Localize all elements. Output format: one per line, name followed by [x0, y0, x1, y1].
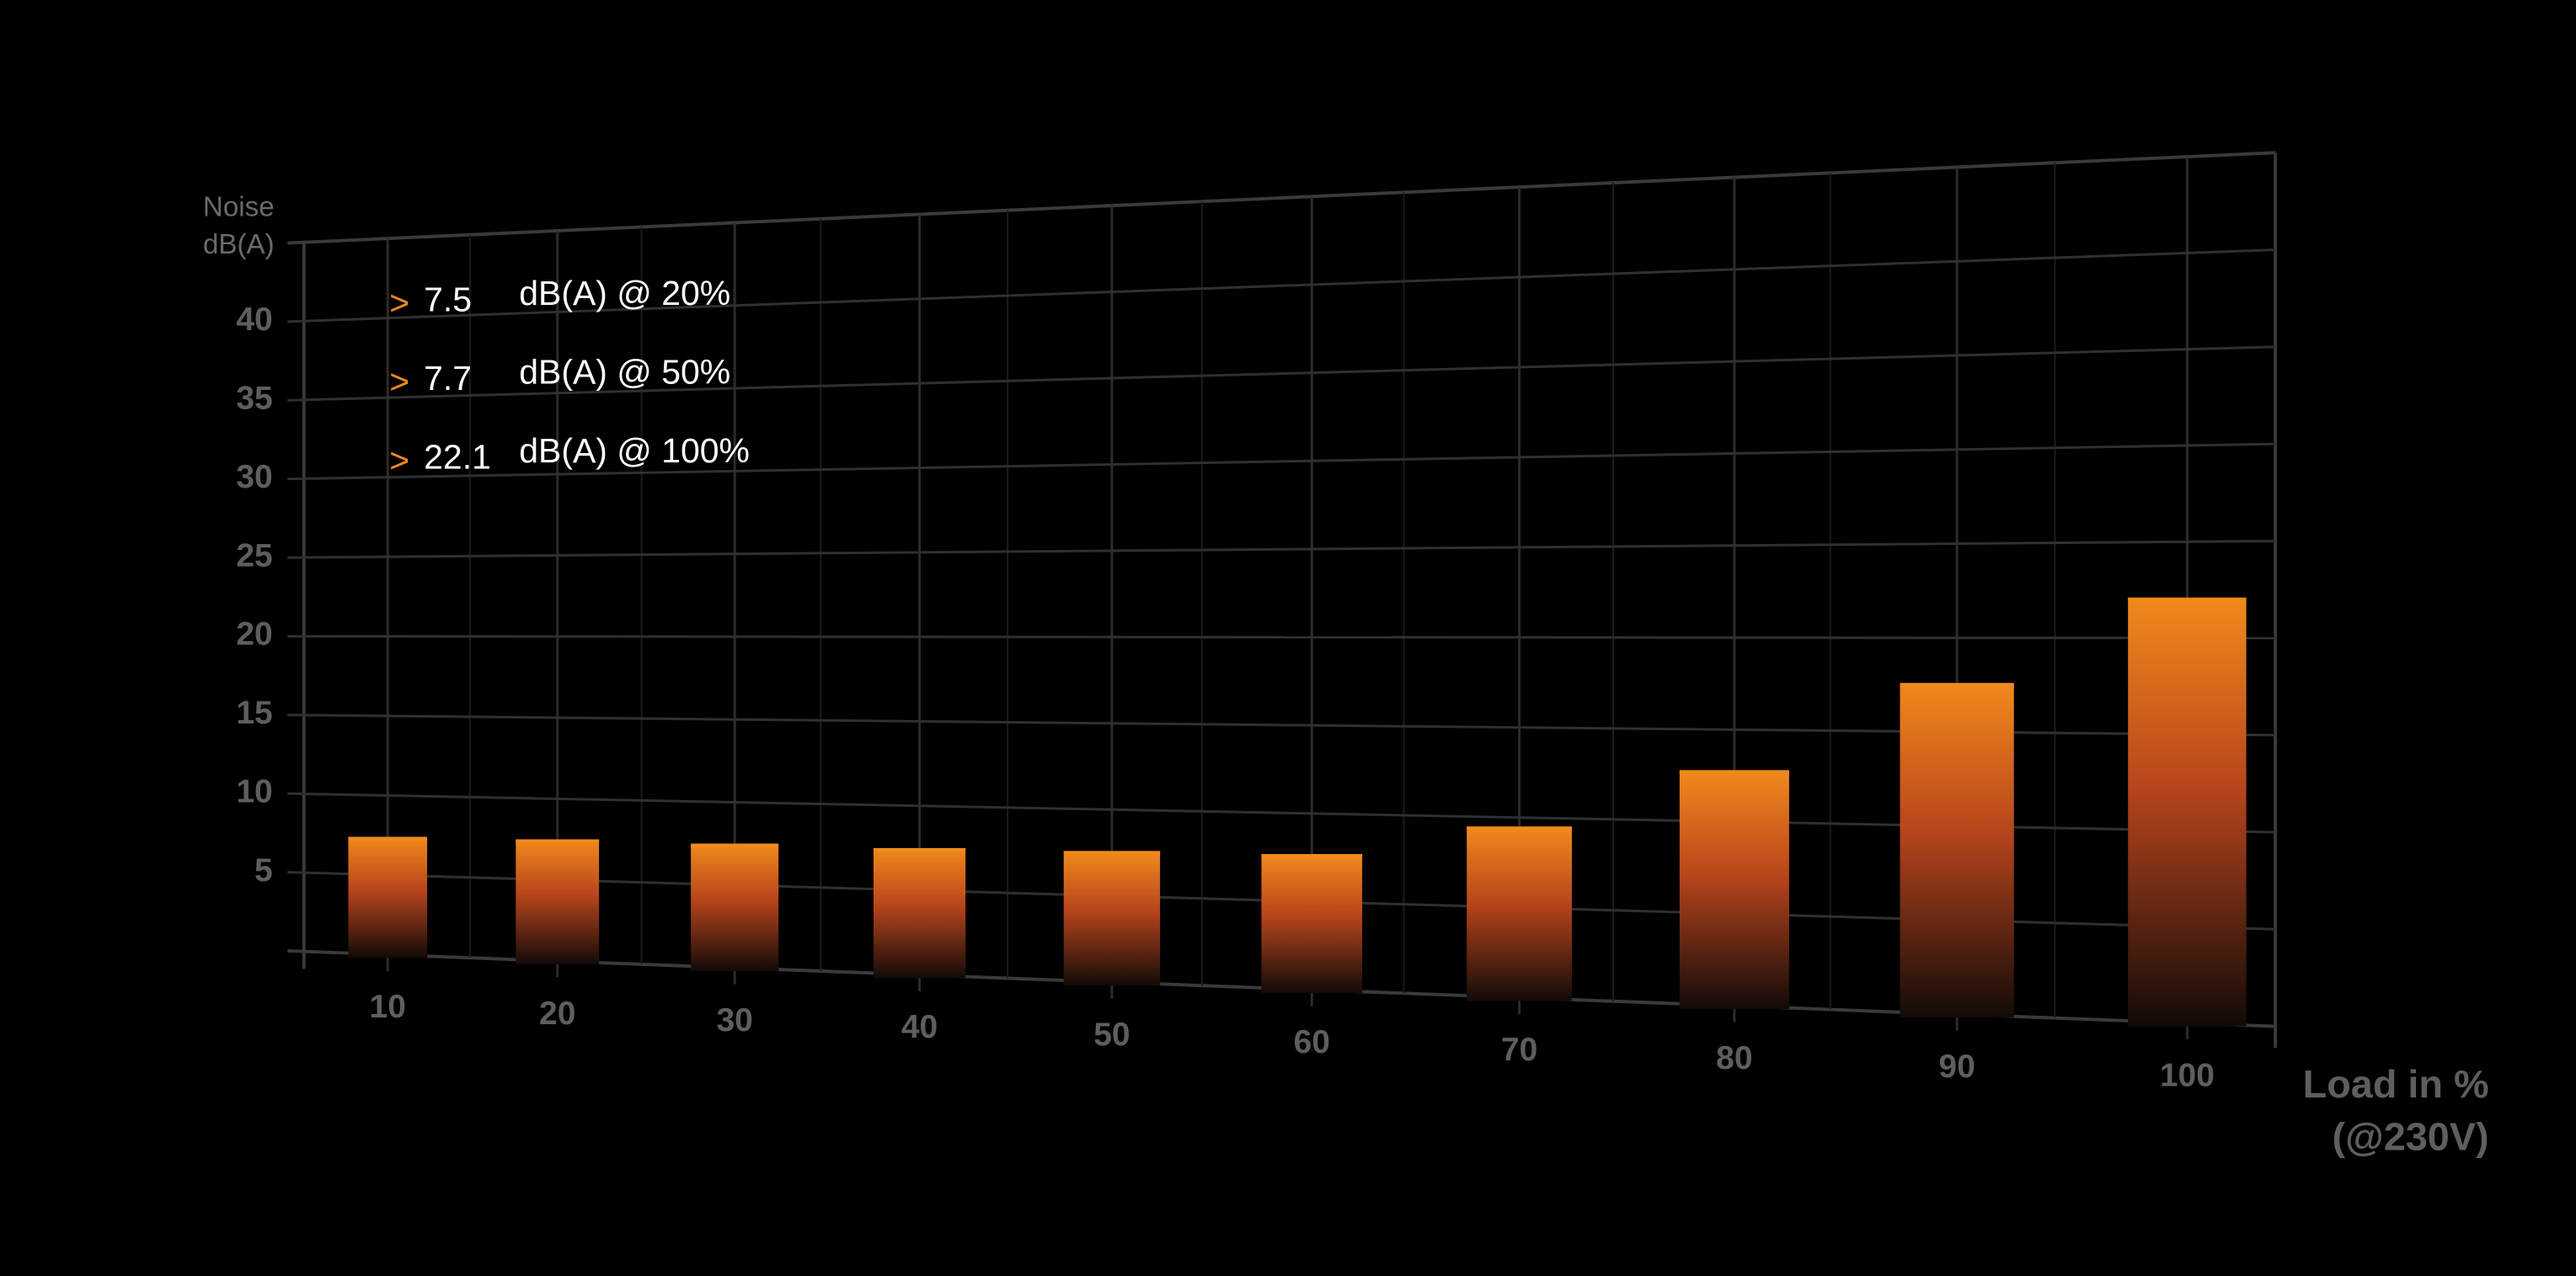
- bar: [2128, 597, 2247, 1027]
- x-tick-label: 90: [1938, 1049, 1975, 1085]
- grid-line: [287, 539, 2276, 559]
- y-tick-label: 35: [236, 381, 272, 417]
- grid-line: [287, 345, 2276, 402]
- annotation-marker: >: [389, 283, 409, 322]
- y-tick-label: 20: [236, 617, 272, 653]
- annotation-text: dB(A) @ 20%: [519, 274, 730, 312]
- bar-top-accent: [2128, 597, 2247, 601]
- annotation-value: 22.1: [424, 438, 491, 477]
- bar-top-accent: [691, 843, 779, 847]
- y-axis-label: dB(A): [203, 229, 275, 260]
- bar: [1900, 682, 2014, 1018]
- bar-top-accent: [348, 836, 428, 841]
- bar: [691, 843, 779, 972]
- x-tick-label: 70: [1501, 1032, 1537, 1068]
- bar: [516, 839, 600, 965]
- y-tick-label: 5: [254, 852, 273, 889]
- bar-top-accent: [1261, 853, 1363, 857]
- bar: [1063, 851, 1161, 986]
- x-tick-label: 30: [716, 1002, 752, 1038]
- x-axis-label: (@230V): [2333, 1115, 2489, 1159]
- x-tick-label: 100: [2160, 1057, 2215, 1093]
- y-tick-label: 15: [236, 695, 272, 731]
- x-axis-label: Load in %: [2303, 1062, 2489, 1106]
- annotation-value: 7.7: [424, 359, 472, 398]
- y-tick-label: 30: [236, 459, 272, 495]
- annotation-text: dB(A) @ 50%: [519, 352, 730, 391]
- x-tick-label: 10: [370, 989, 406, 1025]
- x-tick-label: 50: [1093, 1017, 1130, 1053]
- bar-top-accent: [516, 839, 600, 843]
- bar-layer: [348, 597, 2247, 1027]
- bar: [348, 836, 428, 958]
- plot-frame: [287, 151, 2276, 245]
- y-axis-label: Noise: [203, 191, 275, 222]
- label-layer: 5 10 15 20 25 30 35 40 Noise dB(A) Load in % (@230V…: [203, 191, 2489, 1158]
- annotation-marker: >: [389, 362, 409, 401]
- y-tick-label: 25: [236, 537, 272, 574]
- bar: [1261, 853, 1363, 994]
- bar-top-accent: [1063, 851, 1161, 855]
- annotation-text: dB(A) @ 100%: [519, 431, 750, 470]
- x-tick-label: 20: [539, 996, 575, 1032]
- grid-line: [287, 248, 2276, 323]
- annotation-marker: >: [389, 441, 409, 480]
- y-tick-label: 40: [236, 302, 272, 338]
- x-tick-label: 60: [1294, 1024, 1330, 1060]
- bar-top-accent: [1900, 682, 2014, 686]
- annotation-value: 7.5: [424, 280, 472, 319]
- bar-top-accent: [873, 847, 966, 852]
- bar: [1679, 770, 1789, 1010]
- bar: [873, 847, 966, 979]
- grid-line: [287, 442, 2276, 481]
- x-tick-label: 40: [901, 1009, 938, 1045]
- bar: [1467, 826, 1573, 1001]
- bar-top-accent: [1467, 826, 1573, 830]
- y-tick-label: 10: [236, 773, 272, 809]
- bar-top-accent: [1679, 770, 1789, 774]
- grid-line: [287, 634, 2276, 640]
- x-tick-label: 80: [1716, 1040, 1752, 1076]
